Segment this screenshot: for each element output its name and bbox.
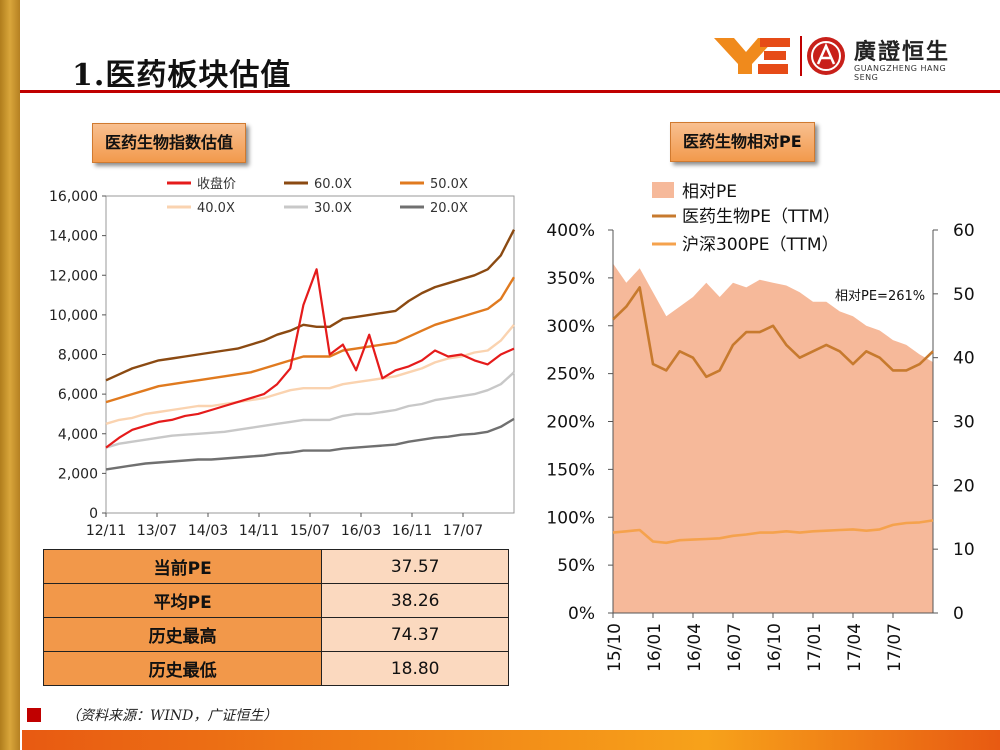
legend-label: 相对PE xyxy=(682,182,737,202)
y-left-tick-label: 50% xyxy=(557,556,595,576)
x-tick-label: 17/01 xyxy=(805,623,825,672)
legend-label: 收盘价 xyxy=(197,176,236,192)
source-marker xyxy=(27,708,41,722)
table-cell-value: 74.37 xyxy=(321,617,509,652)
plot-area xyxy=(105,195,515,514)
legend-label: 40.0X xyxy=(197,201,235,216)
table-cell-label: 历史最低 xyxy=(42,651,323,686)
legend-swatch xyxy=(652,182,674,198)
series-line xyxy=(105,417,515,471)
x-tick-label: 14/11 xyxy=(239,523,279,539)
y-tick-label: 16,000 xyxy=(49,189,98,205)
legend-label: 60.0X xyxy=(314,177,352,192)
y-left-tick-label: 0% xyxy=(568,604,595,624)
series-line xyxy=(612,519,934,545)
relative-pe-chart: 0% 50% 100% 150% 200% 250% 300% 350% 400% 0 10 20 30… xyxy=(546,182,975,672)
series-line xyxy=(105,324,515,425)
legend-label: 50.0X xyxy=(430,177,468,192)
y-left-tick-label: 300% xyxy=(546,317,595,337)
x-tick-label: 12/11 xyxy=(86,523,126,539)
table-cell-value: 38.26 xyxy=(321,583,509,618)
y-tick-label: 0 xyxy=(89,506,98,522)
y-left-tick-label: 250% xyxy=(546,365,595,385)
y-left-tick-label: 350% xyxy=(546,269,595,289)
x-tick-label: 16/10 xyxy=(765,623,785,672)
legend-label: 20.0X xyxy=(430,201,468,216)
bottom-decor-bar xyxy=(22,730,1000,750)
y-right-tick-label: 30 xyxy=(953,413,975,433)
y-tick-label: 14,000 xyxy=(49,229,98,245)
legend-label: 30.0X xyxy=(314,201,352,216)
x-tick-label: 16/07 xyxy=(725,623,745,672)
series-line xyxy=(105,371,515,449)
y-left-tick-label: 400% xyxy=(546,221,595,241)
relative-pe-annotation: 相对PE=261% xyxy=(835,289,925,304)
x-tick-label: 17/04 xyxy=(845,623,865,672)
y-left-tick-label: 100% xyxy=(546,508,595,528)
y-left-tick-label: 200% xyxy=(546,413,595,433)
y-tick-label: 10,000 xyxy=(49,308,98,324)
y-right-tick-label: 0 xyxy=(953,604,964,624)
x-tick-label: 16/03 xyxy=(341,523,381,539)
logo-mark-icon xyxy=(714,36,845,76)
index-valuation-chart: 0 2,000 4,000 6,000 8,000 10,000 12,000 14,000 1… xyxy=(49,176,516,539)
pe-stats-table: 当前PE 37.57 平均PE 38.26 历史最高 74.37 历史最低 18… xyxy=(42,549,509,686)
y-right-tick-label: 20 xyxy=(953,476,975,496)
x-tick-label: 17/07 xyxy=(443,523,483,539)
relative-pe-area xyxy=(613,263,933,613)
x-tick-label: 14/03 xyxy=(188,523,228,539)
y-tick-label: 6,000 xyxy=(58,387,98,403)
y-right-tick-label: 50 xyxy=(953,285,975,305)
table-cell-value: 18.80 xyxy=(321,651,509,686)
x-tick-label: 15/07 xyxy=(290,523,330,539)
company-logo: 廣證恒生 GUANGZHENG HANG SENG xyxy=(708,34,968,82)
x-tick-label: 16/01 xyxy=(645,623,665,672)
y-right-tick-label: 10 xyxy=(953,540,975,560)
series-line xyxy=(105,229,516,382)
series-line xyxy=(612,286,934,379)
index-valuation-badge: 医药生物指数估值 xyxy=(92,123,247,163)
table-cell-label: 历史最高 xyxy=(42,617,323,652)
y-tick-label: 12,000 xyxy=(49,268,98,284)
x-tick-label: 16/04 xyxy=(685,623,705,672)
y-tick-label: 2,000 xyxy=(58,466,98,482)
y-right-tick-label: 60 xyxy=(953,221,975,241)
left-decor-strip xyxy=(0,0,20,750)
x-tick-label: 13/07 xyxy=(137,523,177,539)
table-cell-label: 当前PE xyxy=(42,549,323,584)
legend-label: 沪深300PE（TTM） xyxy=(682,235,839,255)
table-cell-label: 平均PE xyxy=(42,583,323,618)
legend-label: 医药生物PE（TTM） xyxy=(682,207,840,227)
x-tick-label: 17/07 xyxy=(885,623,905,672)
relative-pe-badge: 医药生物相对PE xyxy=(670,122,815,162)
title-divider xyxy=(20,90,1000,93)
table-row: 历史最高 74.37 xyxy=(42,617,509,652)
y-left-tick-label: 150% xyxy=(546,460,595,480)
source-note: （资料来源：WIND，广证恒生） xyxy=(66,708,278,724)
x-tick-label: 16/11 xyxy=(392,523,432,539)
y-right-tick-label: 40 xyxy=(953,349,975,369)
series-line xyxy=(105,268,515,449)
table-cell-value: 37.57 xyxy=(321,549,509,584)
table-row: 当前PE 37.57 xyxy=(42,549,509,584)
logo-text-cn: 廣證恒生 xyxy=(854,40,951,65)
series-line xyxy=(105,276,516,404)
page-title: 1.医药板块估值 xyxy=(72,58,292,93)
y-tick-label: 4,000 xyxy=(58,427,98,443)
y-tick-label: 8,000 xyxy=(58,348,98,364)
table-row: 平均PE 38.26 xyxy=(42,583,509,618)
x-tick-label: 15/10 xyxy=(605,623,625,672)
logo-text-en: GUANGZHENG HANG SENG xyxy=(854,64,947,82)
table-row: 历史最低 18.80 xyxy=(42,651,509,686)
